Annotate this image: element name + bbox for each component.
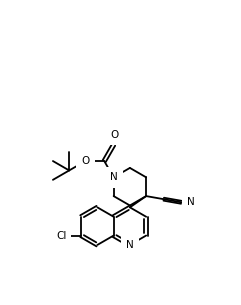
Text: Cl: Cl: [56, 231, 66, 241]
Text: N: N: [187, 197, 195, 207]
Text: O: O: [81, 156, 90, 166]
Text: N: N: [110, 172, 118, 182]
Text: O: O: [110, 130, 119, 140]
Text: N: N: [126, 240, 134, 250]
